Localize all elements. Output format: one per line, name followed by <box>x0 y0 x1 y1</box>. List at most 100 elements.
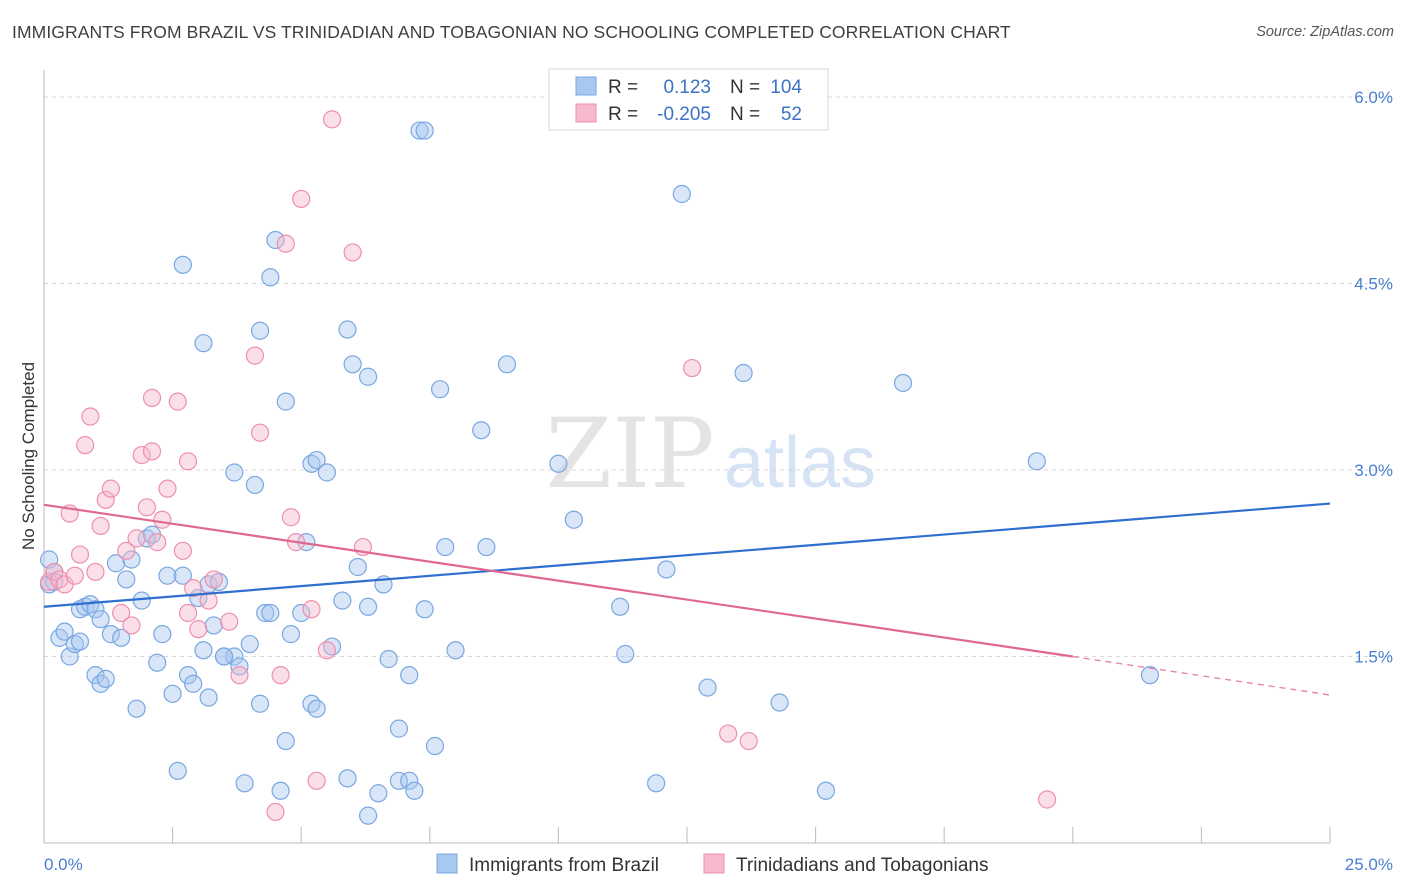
tt-point-15 <box>122 616 141 635</box>
tt-point-7 <box>76 436 95 455</box>
brazil-point-20 <box>122 550 141 569</box>
brazil-point-16 <box>101 625 120 644</box>
tt-point-44 <box>317 641 337 660</box>
watermark-zip: ZIP <box>545 398 714 510</box>
brazil-point-58 <box>292 603 311 623</box>
brazil-point-25 <box>148 653 167 672</box>
tt-point-36 <box>266 802 285 822</box>
brazil-trend-line <box>43 502 1331 608</box>
tt-point-30 <box>199 591 218 610</box>
brazil-point-68 <box>338 320 357 339</box>
y-tick-label-1: 3.0% <box>1354 461 1393 480</box>
tt-point-23 <box>158 479 177 498</box>
tt-point-21 <box>148 533 167 552</box>
chart-source: Source: ZipAtlas.com <box>1256 24 1394 40</box>
legend-r-label-2: R = <box>608 104 638 125</box>
brazil-point-94 <box>647 774 666 793</box>
legend-n-label-2: N = <box>730 104 760 125</box>
brazil-point-13 <box>91 610 110 629</box>
tt-point-26 <box>178 603 198 623</box>
brazil-point-49 <box>250 321 270 340</box>
brazil-point-17 <box>106 554 126 573</box>
tt-point-10 <box>91 516 110 536</box>
tt-point-41 <box>292 189 311 209</box>
top-legend: R = 0.123 N = 104 R = -0.205 N = 52 <box>548 68 829 131</box>
tt-point-48 <box>683 358 702 378</box>
tt-point-9 <box>86 562 105 582</box>
brazil-point-83 <box>425 736 445 756</box>
brazil-point-50 <box>256 603 275 623</box>
brazil-point-26 <box>153 625 172 644</box>
brazil-point-80 <box>400 666 419 685</box>
bottom-legend: Immigrants from Brazil Trinidadians and … <box>436 853 988 876</box>
brazil-point-98 <box>734 363 753 383</box>
brazil-point-37 <box>199 688 218 707</box>
tt-point-11 <box>96 490 115 509</box>
tt-point-51 <box>1037 790 1057 809</box>
brazil-point-84 <box>436 537 455 557</box>
tt-point-28 <box>184 579 203 598</box>
tt-point-17 <box>132 445 151 465</box>
y-tick-label-3: 6.0% <box>1354 88 1393 107</box>
brazil-point-71 <box>358 806 378 825</box>
tt-point-46 <box>343 243 362 262</box>
legend-n-value-2: 52 <box>781 104 802 125</box>
brazil-point-88 <box>477 537 496 557</box>
brazil-point-99 <box>770 693 789 712</box>
brazil-point-82 <box>415 600 434 619</box>
brazil-point-74 <box>358 367 378 386</box>
tt-point-14 <box>117 541 136 560</box>
y-tick-label-2: 4.5% <box>1354 275 1393 294</box>
tt-point-39 <box>281 508 301 527</box>
brazil-point-70 <box>348 557 367 577</box>
bottom-legend-swatch-tt <box>703 853 725 874</box>
brazil-point-62 <box>307 699 326 718</box>
brazil-point-29 <box>168 761 187 780</box>
tt-point-12 <box>101 479 120 498</box>
brazil-point-36 <box>194 334 213 353</box>
brazil-point-79 <box>400 771 419 790</box>
y-tick-label-0: 1.5% <box>1354 648 1393 667</box>
tt-point-8 <box>81 407 100 426</box>
tt-point-31 <box>204 570 223 589</box>
legend-swatch-tt <box>575 103 597 123</box>
brazil-point-66 <box>333 591 352 610</box>
brazil-point-46 <box>240 634 259 654</box>
brazil-point-104 <box>410 121 429 140</box>
legend-r-label-1: R = <box>608 77 638 98</box>
brazil-point-19 <box>117 570 136 589</box>
brazil-point-67 <box>338 769 357 788</box>
x-tick-label-0: 0.0% <box>44 855 83 874</box>
tt-point-37 <box>271 666 290 685</box>
tt-point-19 <box>142 442 162 461</box>
tt-point-38 <box>276 234 295 253</box>
brazil-point-55 <box>276 392 295 411</box>
brazil-point-47 <box>245 475 265 495</box>
brazil-point-90 <box>549 454 568 473</box>
tt-point-32 <box>220 612 239 631</box>
brazil-point-51 <box>261 268 280 287</box>
brazil-point-89 <box>497 355 517 374</box>
brazil-point-22 <box>132 591 151 610</box>
brazil-point-31 <box>178 666 198 685</box>
brazil-point-75 <box>369 784 388 803</box>
chart-title: IMMIGRANTS FROM BRAZIL VS TRINIDADIAN AN… <box>12 22 1011 42</box>
tt-point-13 <box>112 603 131 623</box>
tt-point-29 <box>189 620 208 639</box>
tt-trend-line-extension <box>1072 655 1331 696</box>
brazil-point-12 <box>86 666 105 685</box>
brazil-point-76 <box>379 649 398 669</box>
brazil-point-27 <box>158 566 177 585</box>
tt-point-34 <box>245 346 265 365</box>
tt-point-22 <box>153 510 172 529</box>
brazil-point-93 <box>616 644 635 664</box>
brazil-point-100 <box>816 781 835 800</box>
bottom-legend-swatch-brazil <box>436 853 458 874</box>
tt-point-43 <box>307 771 326 790</box>
tt-point-6 <box>70 545 90 564</box>
brazil-point-81 <box>405 781 424 800</box>
brazil-point-101 <box>893 373 913 393</box>
axes <box>43 70 1331 844</box>
brazil-point-103 <box>1140 666 1160 685</box>
